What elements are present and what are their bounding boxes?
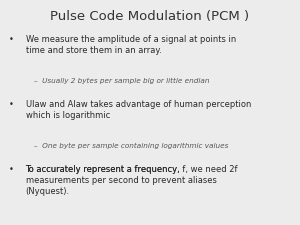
Text: –  One byte per sample containing logarithmic values: – One byte per sample containing logarit… bbox=[34, 143, 229, 149]
Text: •: • bbox=[9, 165, 14, 174]
Text: To accurately represent a frequency, f, we need 2f
measurements per second to pr: To accurately represent a frequency, f, … bbox=[26, 165, 238, 196]
Text: Pulse Code Modulation (PCM ): Pulse Code Modulation (PCM ) bbox=[50, 10, 250, 23]
Text: Ulaw and Alaw takes advantage of human perception
which is logarithmic: Ulaw and Alaw takes advantage of human p… bbox=[26, 100, 251, 120]
Text: –  Usually 2 bytes per sample big or little endian: – Usually 2 bytes per sample big or litt… bbox=[34, 78, 210, 84]
Text: We measure the amplitude of a signal at points in
time and store them in an arra: We measure the amplitude of a signal at … bbox=[26, 35, 236, 55]
Text: •: • bbox=[9, 35, 14, 44]
Text: •: • bbox=[9, 100, 14, 109]
Text: To accurately represent a frequency,: To accurately represent a frequency, bbox=[26, 165, 183, 174]
